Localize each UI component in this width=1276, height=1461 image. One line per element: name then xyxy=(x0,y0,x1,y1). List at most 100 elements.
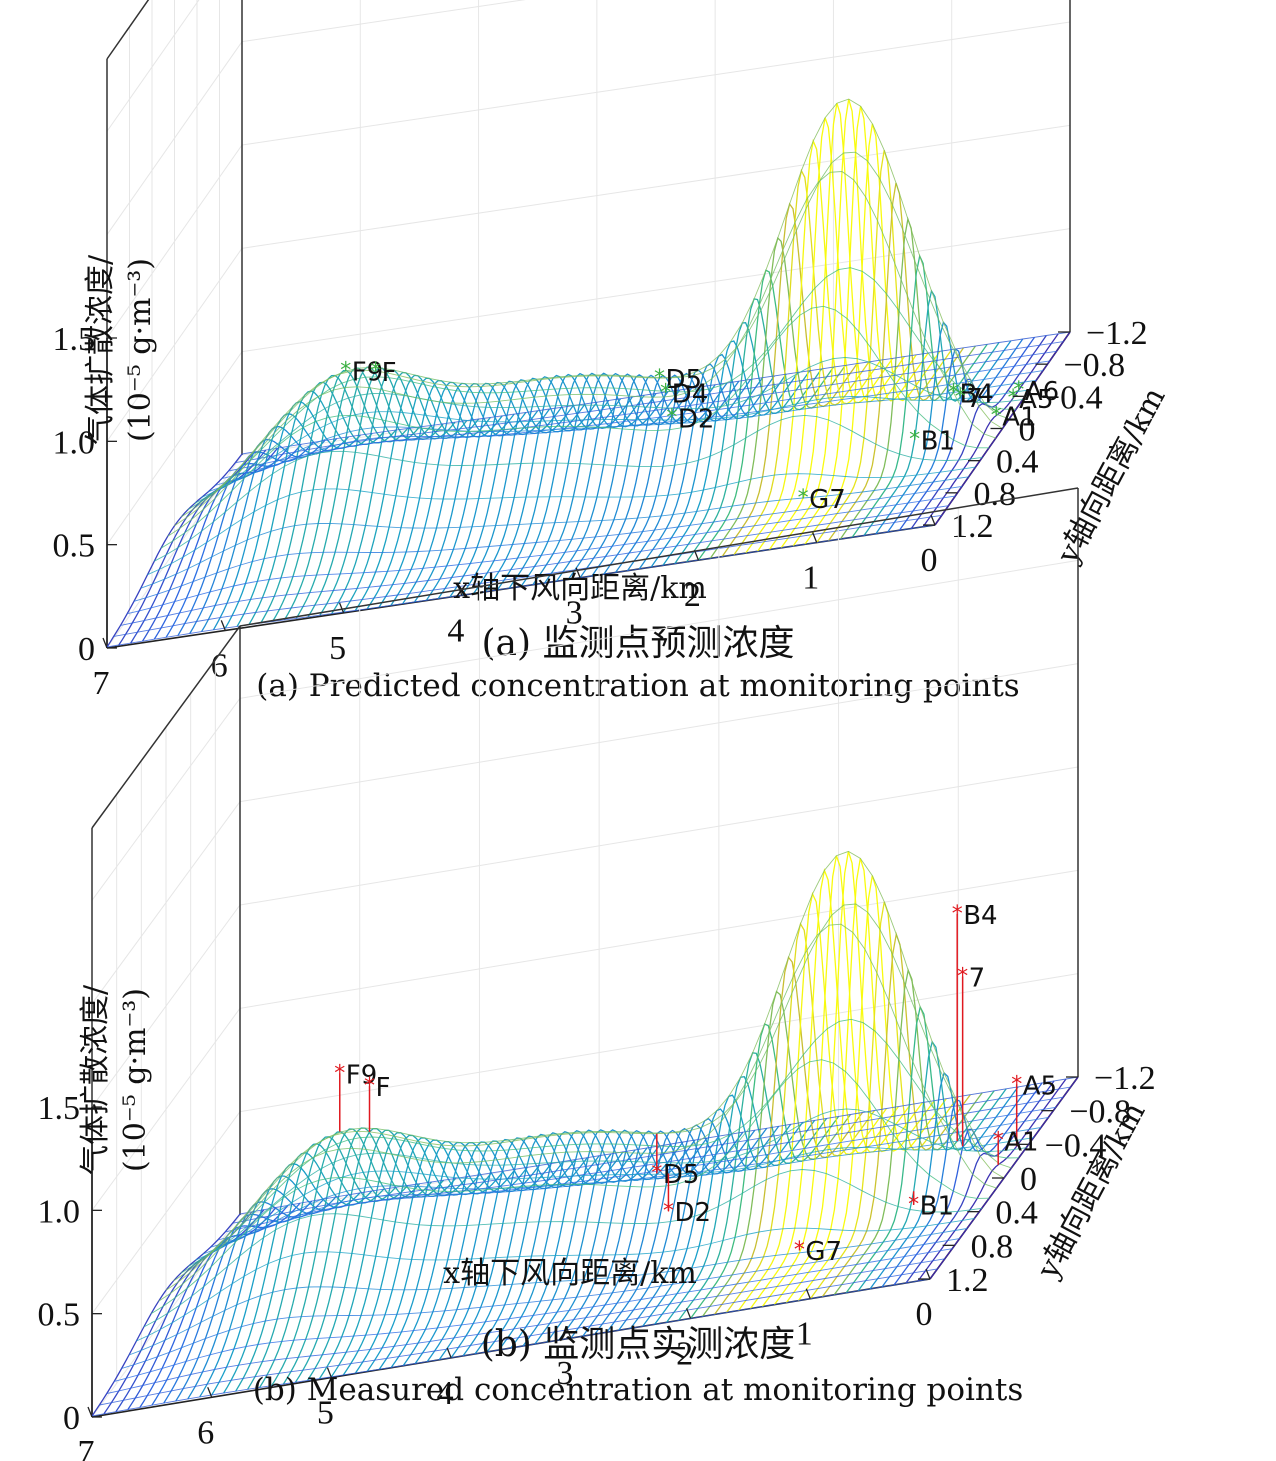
x-tick-label: 1 xyxy=(802,560,819,597)
surface-line xyxy=(147,466,976,576)
y-tick-label: −1.2 xyxy=(1086,315,1148,352)
surface-line xyxy=(140,476,969,589)
grid-line xyxy=(239,663,1079,803)
grid-line xyxy=(241,0,526,43)
point-label: A6 xyxy=(1025,377,1059,407)
grid-line xyxy=(239,559,1079,699)
x-tick-mark xyxy=(925,1268,931,1280)
point-label: F9 xyxy=(352,357,384,387)
surface-line xyxy=(91,1278,931,1417)
point-marker: * xyxy=(948,380,959,405)
x-tick-label: 0 xyxy=(921,542,938,579)
point-marker: * xyxy=(651,1161,662,1186)
surface-line xyxy=(120,505,949,626)
surface-line xyxy=(121,1238,960,1369)
x-tick-mark xyxy=(220,620,226,631)
point-marker: * xyxy=(993,1129,1004,1154)
point-marker: * xyxy=(794,1238,805,1263)
grid-line xyxy=(241,21,1071,146)
surface-line xyxy=(114,1248,953,1382)
z-axis-label-line2: (10⁻⁵ g·m⁻³) xyxy=(123,258,158,442)
x-tick-mark xyxy=(87,1406,93,1418)
x-tick-mark xyxy=(566,1327,572,1339)
x-tick-label: 7 xyxy=(93,665,110,702)
surface-line xyxy=(150,1059,990,1314)
point-label: A5 xyxy=(1023,1071,1057,1101)
point-marker: * xyxy=(340,358,351,383)
z-tick-label: 1.0 xyxy=(38,1193,81,1230)
x-tick-label: 7 xyxy=(78,1434,95,1461)
point-marker: * xyxy=(798,486,809,511)
grid-line xyxy=(241,228,1071,353)
x-tick-label: 3 xyxy=(556,1355,573,1392)
point-label: D4 xyxy=(672,379,709,409)
z-tick-label: 1.5 xyxy=(38,1090,81,1127)
x-tick-label: 4 xyxy=(437,1375,454,1412)
z-tick-label: 0.5 xyxy=(38,1297,81,1334)
z-tick-label: 0 xyxy=(63,1400,80,1437)
point-label: D2 xyxy=(674,1198,711,1228)
point-marker: * xyxy=(660,380,671,405)
surface-line xyxy=(160,305,989,549)
z-tick-label: 0 xyxy=(78,631,95,668)
point-label: 7 xyxy=(966,384,983,414)
surface-line xyxy=(187,1108,1027,1267)
surface-line xyxy=(461,377,598,596)
point-marker: * xyxy=(952,902,963,927)
grid-line xyxy=(239,973,1079,1113)
x-tick-mark xyxy=(102,637,108,649)
point-marker: * xyxy=(955,385,966,410)
point-marker: * xyxy=(991,403,1002,428)
surface-line xyxy=(201,389,1030,498)
x-tick-mark xyxy=(805,1288,811,1299)
point-label: A5 xyxy=(1019,385,1053,415)
surface-line xyxy=(202,1127,1042,1255)
surface-line xyxy=(143,1169,982,1328)
y-tick-label: −0.4 xyxy=(1041,379,1103,416)
surface-line xyxy=(154,414,983,562)
point-label: G7 xyxy=(805,1237,842,1267)
point-label: A1 xyxy=(1002,402,1036,432)
y-tick-label: 0 xyxy=(1020,1161,1037,1198)
y-tick-label: −1.2 xyxy=(1094,1060,1156,1097)
surface-line xyxy=(221,360,1050,480)
point-label: D5 xyxy=(665,365,702,395)
y-tick-label: 0.4 xyxy=(996,444,1039,481)
x-tick-label: 4 xyxy=(447,612,464,649)
x-tick-label: 0 xyxy=(916,1296,933,1333)
point-marker: * xyxy=(370,359,381,384)
surface-plot-b: * B4* 7* A5* A1* B1* D5* D2* G7* F9* F01234567−1.2… xyxy=(38,487,1156,1461)
point-label: G7 xyxy=(809,485,846,515)
surface-line xyxy=(136,1217,975,1342)
z-tick-label: 0.5 xyxy=(53,528,96,565)
y-tick-label: 1.2 xyxy=(951,508,994,545)
surface-line xyxy=(127,495,956,615)
point-label: A1 xyxy=(1004,1128,1038,1158)
surface-line xyxy=(181,151,1010,518)
grid-line xyxy=(239,766,1079,906)
surface-line xyxy=(194,357,1023,504)
point-marker: * xyxy=(334,1061,345,1086)
y-tick-label: 0 xyxy=(1019,412,1036,449)
point-marker: * xyxy=(908,1193,919,1218)
point-marker: * xyxy=(1013,378,1024,403)
y-tick-label: 0.8 xyxy=(974,476,1017,513)
x-tick-label: 2 xyxy=(676,1335,693,1372)
point-label: B4 xyxy=(959,379,993,409)
x-tick-label: 2 xyxy=(684,577,701,614)
z-axis-label-line1: 气体扩散浓度/ xyxy=(78,984,113,1175)
x-tick-mark xyxy=(812,532,818,543)
monitoring-points: * B4* 7* A5* A1* B1* D5* D2* G7* F9* F xyxy=(334,901,1057,1267)
surface-line xyxy=(91,1213,241,1417)
axis-frame-line xyxy=(106,0,150,60)
panel-b: * B4 * 7 * A5 * A1 * B1 * D5 * D2 * G7 * F9 * F 0 1 2 3 4 5 6 7 −1.2… xyxy=(0,487,1276,1461)
x-tick-mark xyxy=(930,514,936,526)
point-marker: * xyxy=(654,366,665,391)
surface-line xyxy=(210,1116,1049,1248)
grid-line xyxy=(241,124,1071,249)
surface-mesh xyxy=(91,850,1079,1417)
x-tick-mark xyxy=(446,1347,452,1359)
y-tick-label: 0.4 xyxy=(995,1195,1037,1232)
z-tick-label: 1.0 xyxy=(53,424,96,461)
x-tick-label: 5 xyxy=(329,630,346,667)
